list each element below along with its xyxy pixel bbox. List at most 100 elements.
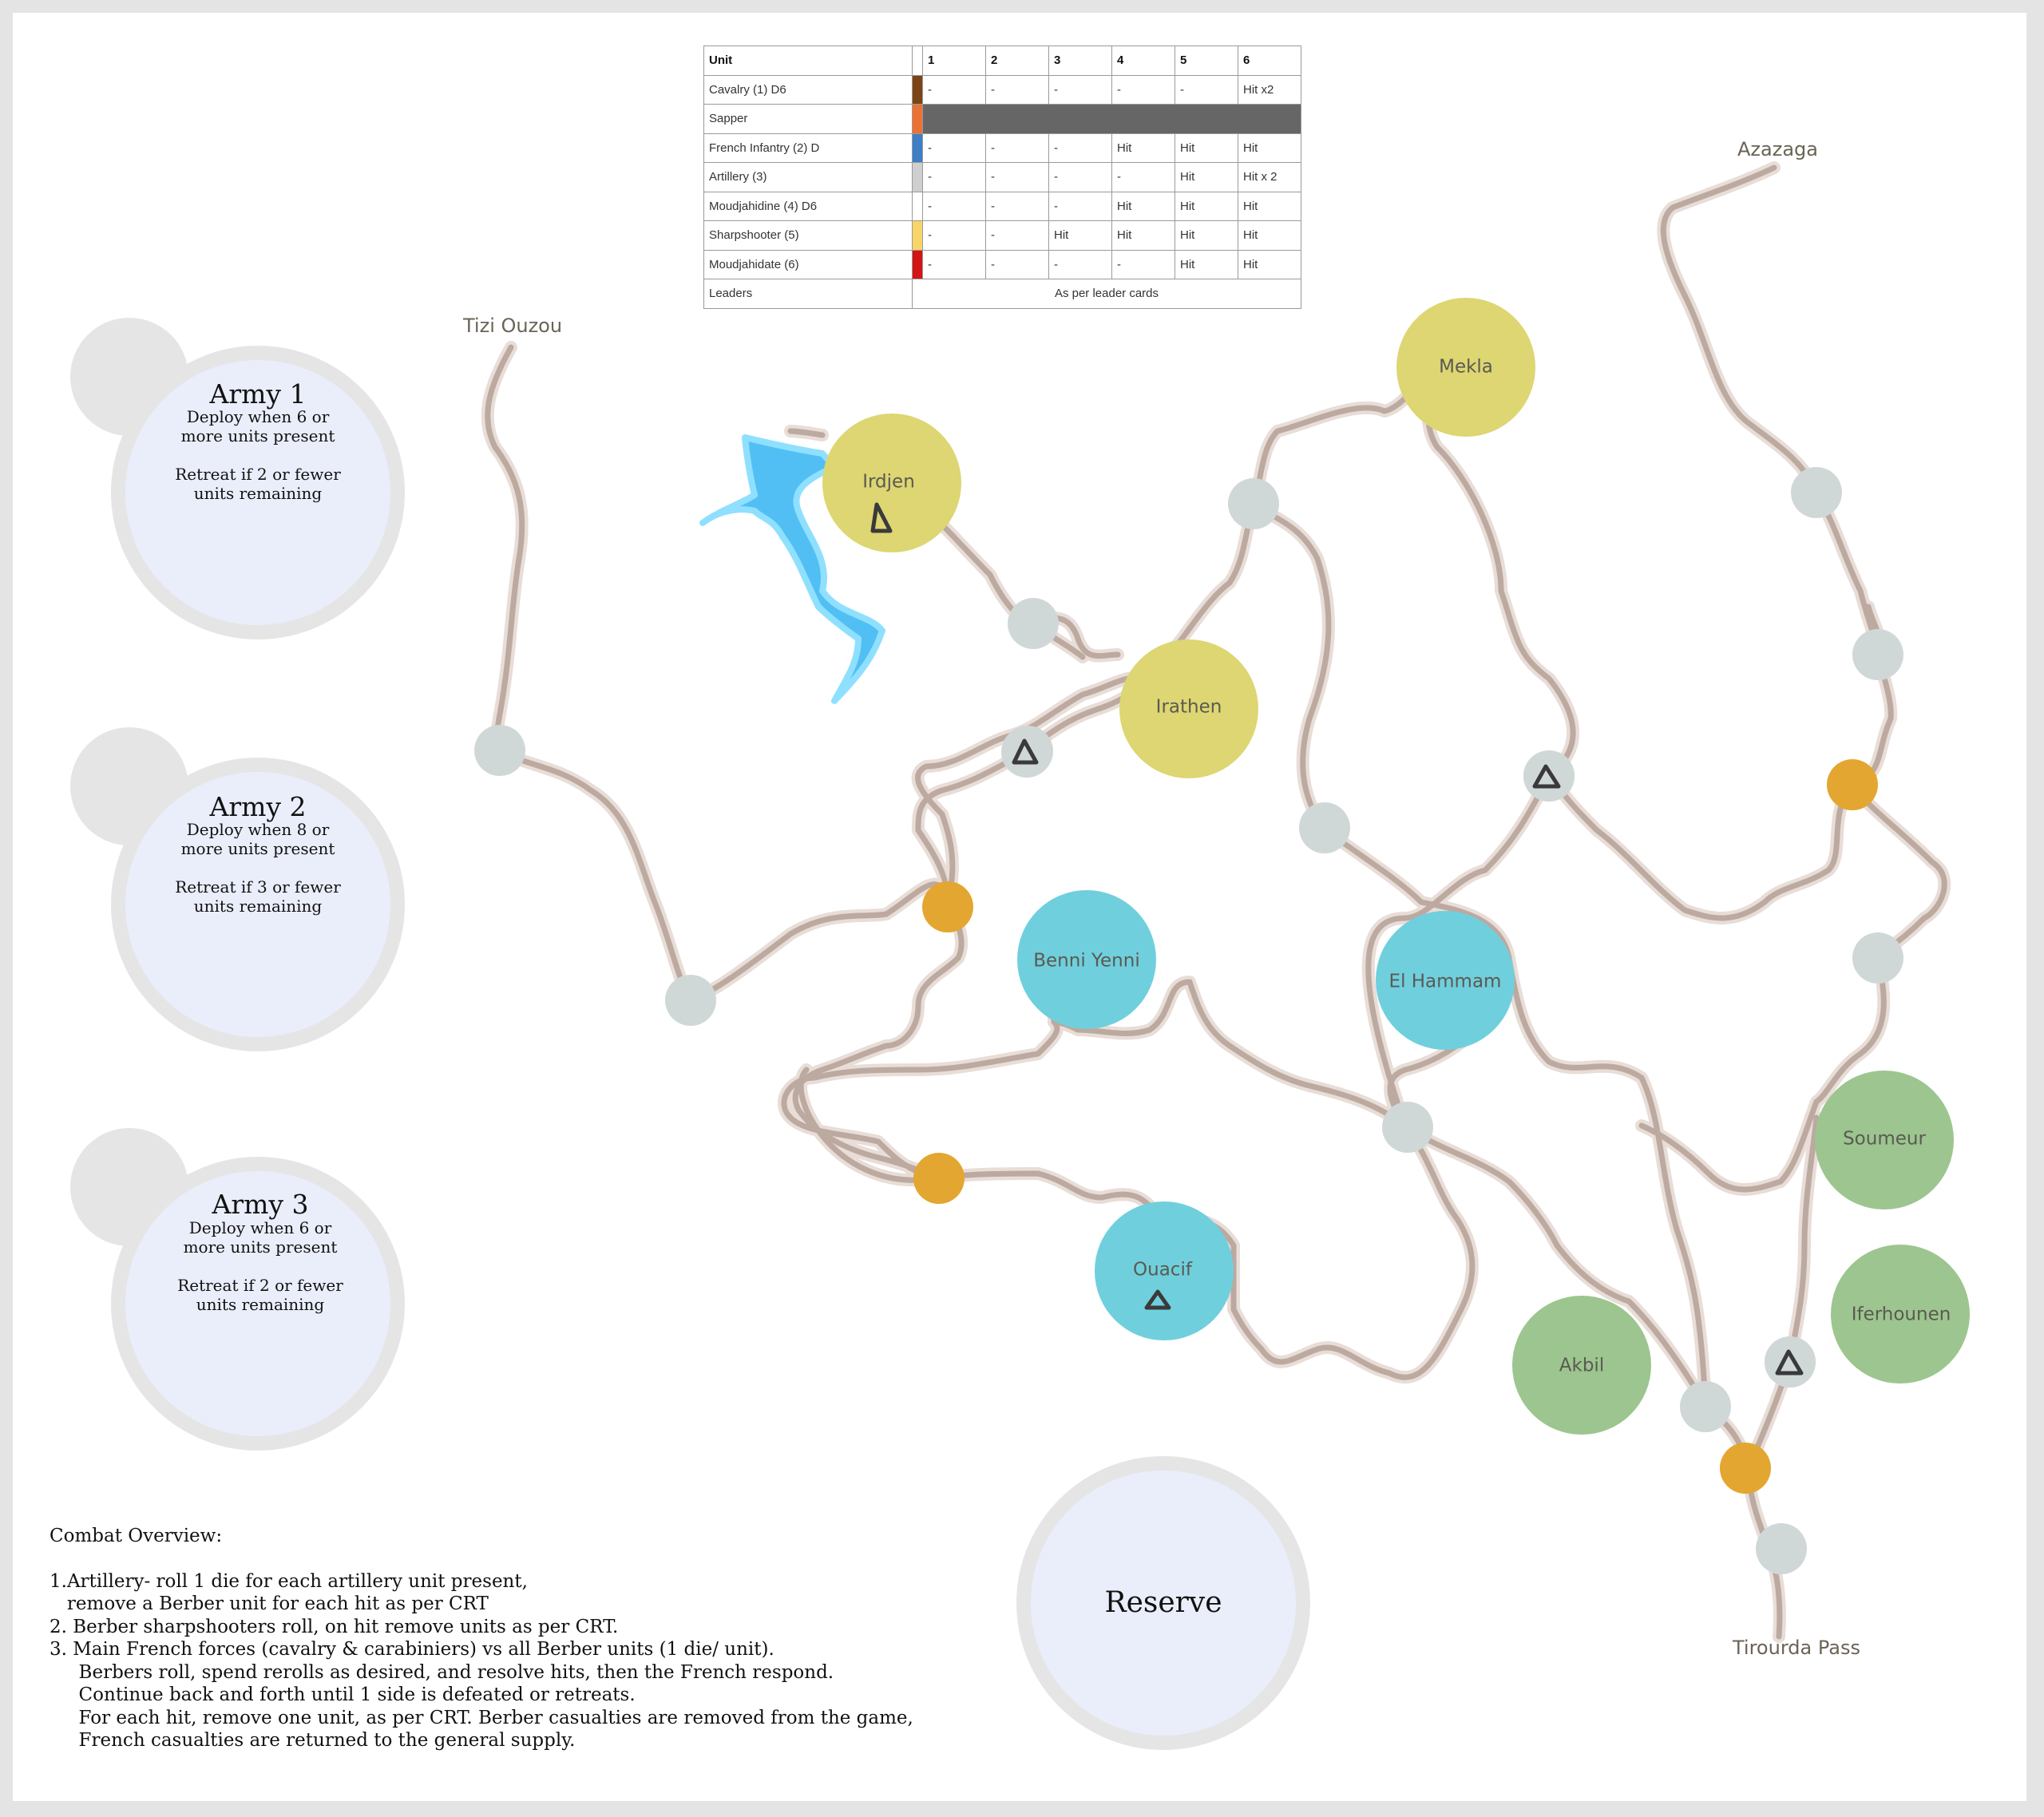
combat-rule-line: 2. Berber sharpshooters roll, on hit rem… — [50, 1616, 619, 1637]
crt-cell: - — [985, 133, 1049, 163]
crt-cell: - — [1175, 74, 1238, 105]
junction-node[interactable] — [1791, 467, 1842, 518]
unit-color-swatch — [912, 249, 923, 279]
crt-unit: Artillery (3) — [703, 162, 913, 192]
town-label: Mekla — [1439, 357, 1493, 378]
crt-cell: - — [1111, 249, 1175, 279]
unit-color-swatch — [912, 133, 923, 163]
crt-row: Sapper — [703, 104, 1301, 134]
orange-node[interactable] — [1720, 1443, 1771, 1494]
junction-node[interactable] — [1382, 1102, 1433, 1153]
town-irdjen[interactable]: Irdjen — [822, 414, 961, 552]
town-soumeur[interactable]: Soumeur — [1815, 1071, 1954, 1209]
crt-cell: Hit — [1175, 220, 1238, 251]
reserve-box[interactable]: Reserve — [1016, 1456, 1310, 1750]
town-iferhounen[interactable]: Iferhounen — [1831, 1245, 1970, 1384]
crt-cell: Hit x2 — [1238, 74, 1301, 105]
army-rule-line: more units present — [181, 426, 335, 445]
town-benni-yenni[interactable]: Benni Yenni — [1017, 890, 1156, 1029]
towns: Irdjen Mekla Irathen Benni Yenni El Hamm… — [822, 298, 1970, 1435]
crt-row: French Infantry (2) D - - - Hit Hit Hit — [703, 133, 1301, 163]
crt-header: 3 — [1048, 46, 1112, 76]
crt-cell: Hit — [1175, 133, 1238, 163]
crt-cell: - — [1111, 74, 1175, 105]
army-1-box[interactable]: Army 1 Deploy when 6 or more units prese… — [70, 318, 405, 639]
crt-unit: Sapper — [703, 104, 913, 134]
crt-row: Moudjahidine (4) D6 - - - Hit Hit Hit — [703, 191, 1301, 221]
crt-cell: - — [985, 220, 1049, 251]
junction-node[interactable] — [474, 725, 525, 776]
combat-rule-line: Continue back and forth until 1 side is … — [50, 1684, 636, 1705]
junction-node[interactable] — [1756, 1523, 1807, 1574]
orange-node[interactable] — [922, 881, 973, 932]
crt-cell: Hit — [1111, 133, 1175, 163]
crt-disabled-cells — [922, 104, 1301, 134]
junction-node[interactable] — [1852, 629, 1903, 680]
army-2-box[interactable]: Army 2 Deploy when 8 or more units prese… — [70, 727, 405, 1051]
town-mekla[interactable]: Mekla — [1396, 298, 1535, 437]
crt-row: Leaders As per leader cards — [703, 279, 1301, 309]
junction-node[interactable] — [1299, 802, 1350, 853]
crt-unit: Leaders — [703, 279, 913, 309]
junction-node[interactable] — [1008, 598, 1059, 649]
triangle-node[interactable] — [1765, 1336, 1816, 1387]
crt-header: 1 — [922, 46, 986, 76]
crt-cell: Hit — [1238, 249, 1301, 279]
town-label: Ouacif — [1133, 1260, 1193, 1281]
crt-header-row: Unit 1 2 3 4 5 6 — [703, 46, 1301, 76]
crt-cell: - — [922, 74, 986, 105]
town-label: Benni Yenni — [1033, 951, 1139, 972]
combat-rule-line: 3. Main French forces (cavalry & carabin… — [50, 1639, 774, 1660]
army-rule-line: Deploy when 6 or — [187, 407, 330, 426]
triangle-node[interactable] — [1002, 726, 1053, 777]
crt-cell: - — [922, 133, 986, 163]
crt-cell: - — [1048, 162, 1112, 192]
town-label: Iferhounen — [1852, 1304, 1951, 1325]
orange-node[interactable] — [913, 1153, 965, 1204]
town-irathen[interactable]: Irathen — [1119, 639, 1258, 778]
junction-node[interactable] — [1228, 478, 1279, 529]
army-rule-line: more units present — [184, 1237, 338, 1257]
junction-node[interactable] — [665, 975, 716, 1026]
crt-cell: Hit — [1111, 220, 1175, 251]
combat-results-table: Unit 1 2 3 4 5 6 Cavalry (1) D6 - - - - … — [703, 46, 1301, 309]
crt-row: Moudjahidate (6) - - - - Hit Hit — [703, 249, 1301, 279]
army-rule-line: Retreat if 2 or fewer — [177, 1276, 343, 1295]
combat-overview-title: Combat Overview: — [50, 1526, 223, 1546]
crt-row: Sharpshooter (5) - - Hit Hit Hit Hit — [703, 220, 1301, 251]
crt-cell: - — [1048, 249, 1112, 279]
crt-header: 5 — [1175, 46, 1238, 76]
triangle-icon — [1012, 738, 1039, 765]
army-rule-line: units remaining — [194, 897, 323, 916]
army-3-box[interactable]: Army 3 Deploy when 6 or more units prese… — [70, 1128, 405, 1451]
orange-node[interactable] — [1827, 759, 1878, 810]
crt-cell: Hit — [1111, 191, 1175, 221]
crt-cell: Hit — [1175, 162, 1238, 192]
unit-color-swatch — [912, 220, 923, 251]
junction-node[interactable] — [1680, 1381, 1731, 1432]
crt-cell: - — [922, 191, 986, 221]
army-rule-line: Retreat if 3 or fewer — [175, 877, 341, 897]
crt-header: Unit — [703, 46, 913, 76]
town-el-hammam[interactable]: El Hammam — [1376, 911, 1515, 1050]
triangle-node[interactable] — [1523, 750, 1575, 802]
junction-node[interactable] — [1852, 932, 1903, 984]
orange-nodes — [913, 759, 1878, 1494]
crt-cell: - — [985, 162, 1049, 192]
crt-header: 2 — [985, 46, 1049, 76]
crt-unit: French Infantry (2) D — [703, 133, 913, 163]
crt-header: 4 — [1111, 46, 1175, 76]
place-azazaga: Azazaga — [1737, 138, 1818, 160]
crt-cell: Hit — [1238, 191, 1301, 221]
crt-cell: - — [922, 162, 986, 192]
crt-cell: Hit — [1238, 133, 1301, 163]
unit-color-swatch — [912, 74, 923, 105]
triangle-icon — [870, 502, 893, 533]
town-ouacif[interactable]: Ouacif — [1095, 1201, 1234, 1340]
crt-header — [912, 46, 923, 76]
town-akbil[interactable]: Akbil — [1512, 1296, 1651, 1435]
crt-cell: - — [985, 191, 1049, 221]
triangle-icon — [1775, 1349, 1804, 1376]
unit-color-swatch — [912, 104, 923, 134]
town-label: Irdjen — [862, 472, 915, 493]
